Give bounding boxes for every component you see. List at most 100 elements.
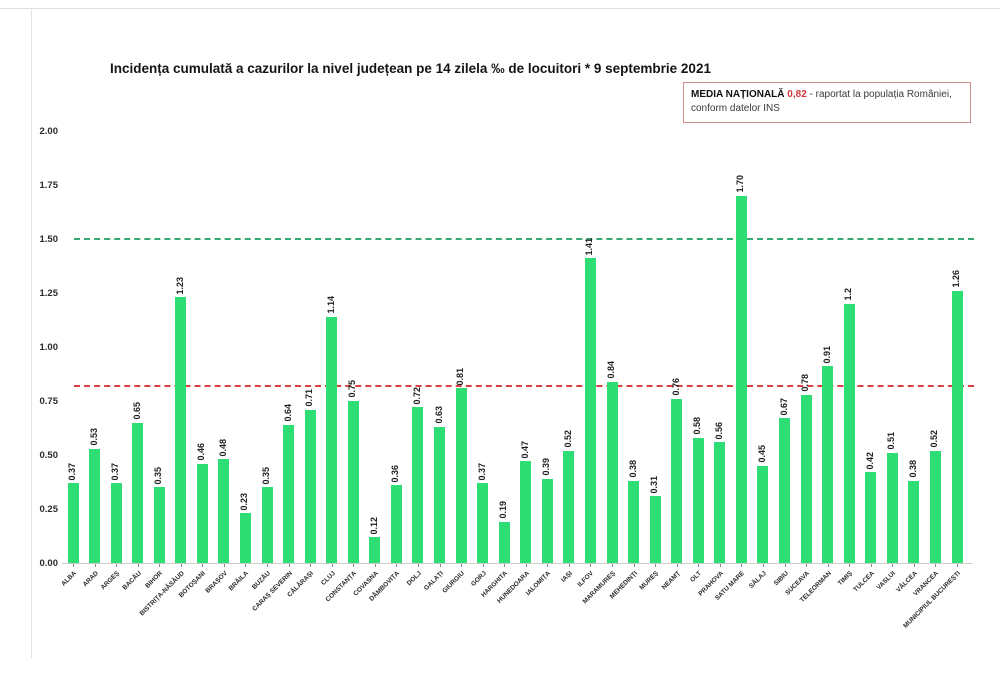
bar	[369, 537, 381, 563]
x-axis-tick	[94, 564, 96, 567]
bar	[455, 388, 467, 563]
bar-value-label: 0.51	[886, 432, 897, 450]
bar	[692, 437, 704, 563]
x-axis-category-label: CĂLĂRAȘI	[286, 570, 316, 599]
bar-value-label: 0.36	[390, 464, 401, 483]
y-axis-tick-label: 1.75	[39, 180, 59, 191]
x-axis-tick	[245, 564, 247, 567]
bar-value-label: 0.12	[368, 516, 379, 535]
x-axis-category-label: MARAMUREȘ	[581, 570, 617, 606]
frame-left-line	[31, 8, 32, 658]
x-axis-tick	[784, 564, 786, 567]
x-axis-tick	[957, 564, 958, 567]
legend-national-average-value: 0,82	[787, 89, 807, 100]
bar	[800, 394, 812, 563]
x-axis-tick	[396, 564, 398, 567]
bar	[175, 297, 187, 563]
bar-value-label: 1.41	[584, 237, 595, 256]
bar	[304, 409, 316, 563]
bar	[649, 496, 661, 563]
x-axis-category-label: VÂLCEA	[894, 570, 919, 594]
bar	[843, 303, 855, 563]
x-axis-tick	[698, 564, 700, 567]
bar-value-label: 0.53	[88, 428, 99, 446]
bar-value-label: 0.52	[562, 430, 573, 448]
bar	[628, 480, 640, 563]
bar	[951, 290, 963, 563]
x-axis-tick	[267, 564, 269, 567]
x-axis-category-label: IAȘI	[559, 570, 574, 584]
x-axis-tick	[116, 564, 118, 567]
bar	[196, 463, 208, 563]
x-axis-tick	[439, 564, 441, 567]
bar-value-label: 0.56	[713, 421, 724, 440]
x-axis-category-label: GIURGIU	[441, 570, 467, 595]
x-axis-line	[62, 563, 972, 564]
bar	[757, 465, 769, 563]
bar-value-label: 0.37	[67, 462, 77, 481]
bar	[153, 487, 165, 563]
x-axis-tick	[374, 564, 376, 567]
bar	[390, 485, 402, 563]
x-axis-tick	[892, 564, 894, 567]
bar-value-label: 0.81	[455, 367, 466, 386]
bar-value-label: 0.64	[282, 404, 293, 422]
bar	[67, 483, 79, 563]
bar	[908, 480, 920, 563]
x-axis-category-label: BRAȘOV	[204, 570, 229, 595]
bar-value-label: 0.48	[217, 438, 228, 457]
bar	[477, 483, 489, 563]
x-axis-tick	[417, 564, 419, 567]
bar	[326, 316, 338, 563]
bar	[563, 450, 575, 563]
x-axis-category-label: SĂLAJ	[747, 570, 768, 591]
x-axis-tick	[762, 564, 764, 567]
y-axis-tick-label: 1.50	[39, 234, 59, 245]
x-axis-category-label: PRAHOVA	[697, 570, 725, 598]
x-axis-tick	[461, 564, 463, 567]
bar-value-label: 0.71	[304, 389, 315, 407]
legend-line-1: MEDIA NAȚIONALĂ 0,82 - raportat la popul…	[691, 88, 963, 102]
x-axis-tick	[870, 564, 872, 567]
bar-value-label: 1.70	[735, 175, 746, 193]
bar	[283, 424, 295, 563]
legend-label: MEDIA NAȚIONALĂ	[691, 89, 785, 100]
bar-value-label: 0.52	[929, 430, 940, 448]
bar	[132, 422, 144, 563]
x-axis-tick	[935, 564, 937, 567]
bar-value-label: 0.72	[411, 386, 422, 405]
x-axis-tick	[288, 564, 290, 567]
x-axis-tick	[568, 564, 570, 567]
bar	[412, 407, 424, 563]
x-axis-tick	[223, 564, 225, 567]
x-axis-tick	[719, 564, 721, 567]
x-axis-tick	[676, 564, 678, 567]
bar-value-label: 0.42	[864, 451, 875, 470]
bar-value-label: 0.75	[347, 380, 358, 398]
bar	[606, 381, 618, 563]
x-axis-tick	[159, 564, 161, 567]
bar-value-label: 0.38	[907, 460, 918, 478]
x-axis-tick	[202, 564, 204, 567]
bar	[671, 398, 683, 563]
x-axis-tick	[913, 564, 915, 567]
bar-value-label: 0.63	[433, 406, 444, 424]
bar	[218, 459, 230, 563]
x-axis-tick	[633, 564, 635, 567]
bar-value-label: 0.23	[239, 492, 250, 511]
upper-threshold-line	[74, 238, 974, 240]
x-axis-tick	[310, 564, 312, 567]
bar	[261, 487, 273, 563]
bar	[865, 472, 877, 563]
x-axis-tick	[73, 564, 74, 567]
y-axis-tick-label: 0.75	[39, 396, 59, 407]
y-axis-tick-label: 0.50	[39, 450, 59, 461]
bar-value-label: 0.46	[196, 443, 207, 461]
bar-value-label: 0.76	[670, 378, 681, 396]
bar	[779, 418, 790, 563]
x-axis-tick	[806, 564, 808, 567]
bar-value-label: 0.65	[131, 402, 142, 420]
bar-value-label: 0.58	[692, 417, 703, 435]
x-axis-tick	[180, 564, 182, 567]
